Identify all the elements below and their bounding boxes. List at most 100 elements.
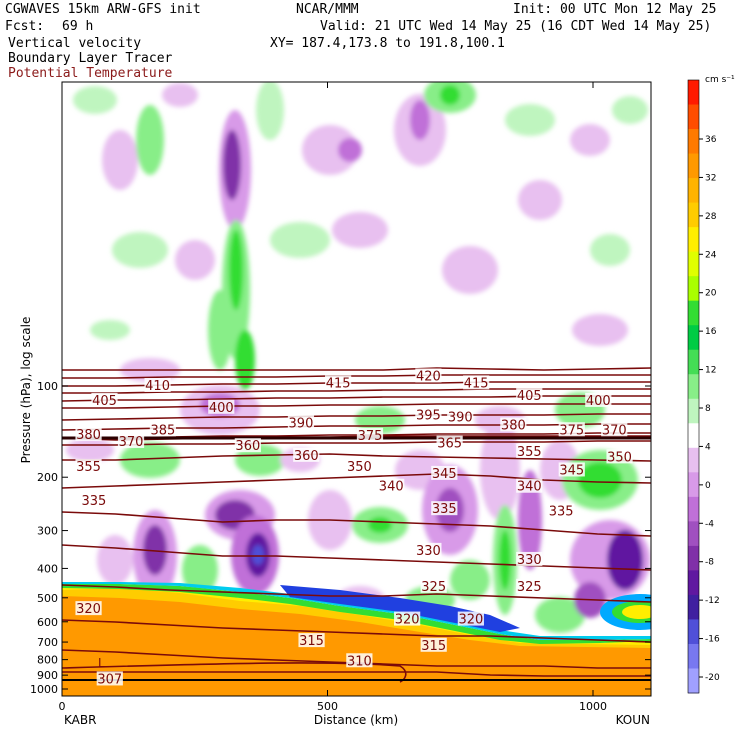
forecast-hour-label: Fcst: bbox=[5, 19, 45, 34]
theta-label: 320 bbox=[395, 613, 420, 628]
theta-label-bg bbox=[601, 422, 628, 437]
theta-label-bg bbox=[80, 493, 107, 508]
x-tick-label: 500 bbox=[317, 700, 338, 713]
vv-blob bbox=[578, 462, 622, 498]
x-axis-label: Distance (km) bbox=[314, 713, 398, 727]
y-tick-label: 500 bbox=[37, 592, 58, 605]
colorbar-tick-label: 16 bbox=[705, 327, 717, 337]
colorbar-tick-label: -8 bbox=[705, 558, 714, 568]
theta-label: 320 bbox=[458, 613, 483, 628]
valid-time: Valid: 21 UTC Wed 14 May 25 (16 CDT Wed … bbox=[320, 19, 712, 34]
vv-blob bbox=[120, 442, 180, 478]
vv-blob bbox=[252, 545, 264, 565]
vv-blob bbox=[480, 420, 520, 520]
theta-label: 395 bbox=[416, 408, 441, 423]
theta-label-bg bbox=[293, 447, 320, 462]
vv-blob bbox=[505, 104, 555, 136]
colorbar-tick-label: 28 bbox=[705, 212, 717, 222]
vv-blob bbox=[229, 230, 243, 310]
theta-label: 330 bbox=[416, 544, 441, 559]
theta-label: 360 bbox=[235, 439, 260, 454]
theta-label: 315 bbox=[299, 634, 324, 649]
theta-label-bg bbox=[96, 671, 123, 686]
theta-label-bg bbox=[606, 449, 633, 464]
vv-blob bbox=[368, 517, 392, 533]
colorbar-swatch bbox=[688, 521, 699, 547]
colorbar-tick-label: 12 bbox=[705, 366, 716, 376]
vv-blob bbox=[518, 180, 562, 220]
low-marker: L bbox=[98, 656, 105, 670]
y-tick-label: 900 bbox=[37, 669, 58, 682]
field-boundary-layer-tracer: Boundary Layer Tracer bbox=[8, 51, 173, 66]
theta-label-bg bbox=[287, 415, 315, 430]
theta-label-bg bbox=[558, 422, 585, 437]
colorbar-swatch bbox=[688, 423, 699, 449]
vv-blob bbox=[175, 240, 215, 280]
theta-label-bg bbox=[117, 433, 145, 448]
theta-label-bg bbox=[500, 417, 527, 432]
theta-label: 400 bbox=[586, 394, 611, 409]
colorbar-swatch bbox=[688, 178, 699, 204]
colorbar-swatch bbox=[688, 545, 699, 571]
theta-labels: 420 415 415 410 405 405 400 400 395 390 390 385 380 3… bbox=[75, 368, 633, 687]
theta-label-bg bbox=[516, 443, 543, 458]
colorbar-swatch bbox=[688, 202, 699, 228]
theta-label: 415 bbox=[464, 376, 489, 391]
theta-label-bg bbox=[415, 542, 442, 557]
vv-blob bbox=[518, 470, 542, 570]
theta-label: 335 bbox=[432, 502, 457, 517]
theta-label-bg bbox=[394, 611, 421, 626]
theta-label-bg bbox=[431, 465, 458, 480]
vv-blob bbox=[256, 82, 284, 140]
vv-blob bbox=[302, 125, 358, 175]
vv-blob bbox=[570, 124, 610, 156]
theta-label: 355 bbox=[517, 445, 542, 460]
vv-blob bbox=[162, 83, 198, 107]
theta-label: 350 bbox=[607, 450, 632, 465]
theta-label: 335 bbox=[549, 505, 574, 520]
y-tick-label: 800 bbox=[37, 654, 58, 667]
colorbar-swatch bbox=[688, 570, 699, 596]
theta-label-bg bbox=[346, 458, 373, 473]
colorbar-swatch bbox=[688, 80, 699, 106]
theta-label-bg bbox=[420, 637, 447, 652]
vv-blob bbox=[612, 96, 648, 124]
y-tick-label: 1000 bbox=[30, 683, 58, 696]
theta-label: 325 bbox=[517, 580, 542, 595]
colorbar-swatch bbox=[688, 643, 699, 669]
theta-label-bg bbox=[436, 435, 463, 450]
colorbar-swatch bbox=[688, 251, 699, 277]
colorbar-swatch bbox=[688, 374, 699, 400]
theta-label: 405 bbox=[92, 394, 117, 409]
theta-label: 415 bbox=[326, 376, 351, 391]
theta-label-bg bbox=[516, 578, 543, 593]
theta-contour-line bbox=[62, 662, 407, 683]
colorbar-swatch bbox=[688, 104, 699, 130]
theta-label: 345 bbox=[432, 467, 457, 482]
colorbar-tick-label: 32 bbox=[705, 173, 716, 183]
theta-label: 390 bbox=[289, 417, 314, 432]
model-title: CGWAVES 15km ARW-GFS init bbox=[5, 2, 201, 17]
colorbar-swatch bbox=[688, 227, 699, 253]
vv-blob bbox=[66, 438, 114, 462]
vv-blob bbox=[97, 535, 133, 585]
theta-label-bg bbox=[420, 578, 447, 593]
theta-label: 380 bbox=[76, 428, 101, 443]
theta-label: 385 bbox=[150, 423, 175, 438]
theta-label-bg bbox=[346, 653, 373, 668]
vv-blob bbox=[590, 234, 630, 266]
colorbar-unit: cm s⁻¹ bbox=[705, 75, 735, 85]
theta-label-bg bbox=[149, 422, 176, 437]
theta-label-bg bbox=[378, 478, 405, 493]
vv-blob bbox=[102, 130, 138, 190]
left-endpoint-label: KABR bbox=[64, 713, 96, 727]
x-tick-label: 1000 bbox=[579, 700, 607, 713]
init-time: Init: 00 UTC Mon 12 May 25 bbox=[513, 2, 717, 17]
theta-label-bg bbox=[516, 478, 543, 493]
vv-blob bbox=[332, 212, 388, 248]
y-tick-label: 700 bbox=[37, 636, 58, 649]
theta-label: 420 bbox=[416, 369, 441, 384]
theta-contour-line bbox=[62, 413, 651, 421]
theta-label: 375 bbox=[358, 429, 383, 444]
theta-label-bg bbox=[144, 378, 171, 392]
